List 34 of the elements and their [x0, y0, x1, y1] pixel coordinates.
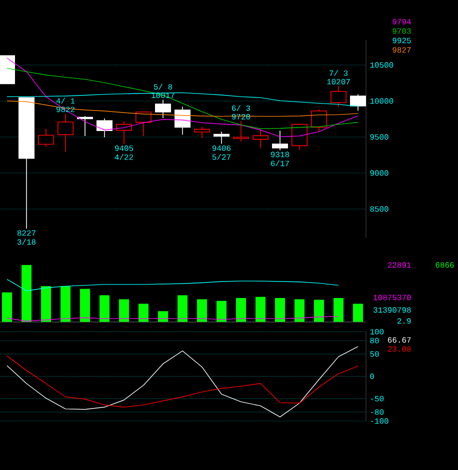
candlestick — [154, 99, 172, 118]
bar — [353, 304, 363, 322]
candlestick — [350, 94, 366, 112]
bar — [256, 296, 266, 322]
candlestick — [96, 118, 113, 138]
candlestick — [232, 120, 249, 142]
line-series — [6, 346, 358, 418]
bar — [197, 299, 207, 322]
candlestick — [194, 126, 210, 138]
candlestick — [213, 131, 230, 144]
candlestick — [330, 86, 347, 108]
candlestick — [38, 128, 54, 148]
candlestick — [174, 106, 191, 136]
candlestick — [252, 130, 269, 149]
line-series — [6, 355, 358, 408]
candlestick — [272, 130, 288, 150]
bar — [100, 295, 110, 322]
bar — [119, 299, 129, 322]
bar — [22, 264, 32, 322]
bar — [216, 300, 226, 322]
bar — [334, 298, 344, 322]
bar — [41, 286, 51, 322]
bar — [2, 292, 12, 322]
bar — [60, 286, 70, 322]
bar — [236, 298, 246, 322]
bar — [80, 288, 90, 322]
candlestick — [310, 108, 328, 132]
candlestick — [57, 113, 74, 152]
bar — [275, 298, 285, 322]
candlestick — [135, 112, 152, 136]
bar — [178, 295, 188, 322]
bar — [294, 299, 304, 322]
bar — [314, 300, 324, 322]
bar — [138, 304, 148, 322]
